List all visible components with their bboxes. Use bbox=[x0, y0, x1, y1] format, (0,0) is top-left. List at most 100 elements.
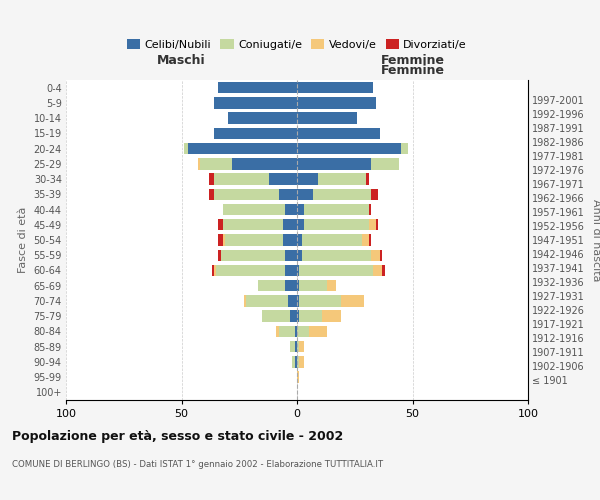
Bar bbox=[223, 219, 283, 230]
Bar bbox=[297, 82, 373, 94]
Bar bbox=[308, 326, 327, 337]
Bar bbox=[297, 174, 318, 185]
Bar bbox=[214, 188, 278, 200]
Bar bbox=[297, 280, 299, 291]
Bar bbox=[262, 310, 290, 322]
Bar bbox=[214, 174, 269, 185]
Bar bbox=[368, 234, 371, 246]
Bar bbox=[297, 341, 299, 352]
Bar bbox=[371, 158, 398, 170]
Bar bbox=[297, 234, 302, 246]
Legend: Celibi/Nubili, Coniugati/e, Vedovi/e, Divorziati/e: Celibi/Nubili, Coniugati/e, Vedovi/e, Di… bbox=[122, 34, 472, 54]
Bar bbox=[246, 295, 288, 306]
Bar bbox=[209, 174, 214, 185]
Bar bbox=[188, 143, 297, 154]
Bar bbox=[322, 310, 341, 322]
Bar bbox=[401, 143, 408, 154]
Text: Maschi: Maschi bbox=[157, 54, 206, 67]
Bar bbox=[200, 158, 232, 170]
Bar bbox=[212, 265, 214, 276]
Bar bbox=[184, 143, 188, 154]
Bar bbox=[299, 280, 327, 291]
Bar bbox=[290, 310, 297, 322]
Bar bbox=[295, 341, 297, 352]
Bar bbox=[297, 158, 371, 170]
Bar bbox=[297, 219, 304, 230]
Bar bbox=[304, 204, 368, 215]
Bar bbox=[297, 310, 299, 322]
Bar bbox=[258, 280, 286, 291]
Bar bbox=[209, 188, 214, 200]
Bar bbox=[297, 143, 401, 154]
Bar bbox=[197, 158, 200, 170]
Bar bbox=[223, 204, 286, 215]
Bar bbox=[302, 250, 371, 261]
Bar bbox=[299, 310, 322, 322]
Bar bbox=[299, 265, 373, 276]
Bar bbox=[376, 219, 378, 230]
Bar bbox=[371, 250, 380, 261]
Bar bbox=[218, 234, 223, 246]
Bar bbox=[232, 158, 297, 170]
Y-axis label: Anni di nascita: Anni di nascita bbox=[590, 198, 600, 281]
Bar bbox=[297, 97, 376, 108]
Bar bbox=[226, 234, 283, 246]
Bar bbox=[313, 188, 371, 200]
Bar bbox=[297, 204, 304, 215]
Bar bbox=[297, 250, 302, 261]
Bar bbox=[362, 234, 368, 246]
Bar bbox=[366, 174, 368, 185]
Bar bbox=[286, 250, 297, 261]
Bar bbox=[276, 326, 278, 337]
Bar bbox=[368, 219, 376, 230]
Bar bbox=[283, 234, 297, 246]
Bar bbox=[214, 97, 297, 108]
Bar bbox=[286, 204, 297, 215]
Bar bbox=[288, 295, 297, 306]
Bar bbox=[297, 112, 357, 124]
Bar bbox=[286, 280, 297, 291]
Bar bbox=[214, 265, 216, 276]
Text: Femmine: Femmine bbox=[380, 54, 445, 67]
Bar bbox=[297, 356, 299, 368]
Bar bbox=[299, 295, 341, 306]
Bar bbox=[218, 219, 223, 230]
Bar bbox=[221, 250, 286, 261]
Y-axis label: Fasce di età: Fasce di età bbox=[18, 207, 28, 273]
Bar bbox=[380, 250, 382, 261]
Bar bbox=[299, 356, 304, 368]
Bar bbox=[216, 265, 286, 276]
Bar bbox=[278, 188, 297, 200]
Bar bbox=[302, 234, 362, 246]
Bar bbox=[297, 188, 313, 200]
Bar bbox=[283, 219, 297, 230]
Bar bbox=[297, 326, 308, 337]
Bar bbox=[318, 174, 366, 185]
Bar bbox=[304, 219, 368, 230]
Bar bbox=[214, 128, 297, 139]
Bar bbox=[286, 265, 297, 276]
Bar bbox=[297, 128, 380, 139]
Bar bbox=[218, 250, 221, 261]
Bar bbox=[371, 188, 378, 200]
Bar bbox=[290, 341, 295, 352]
Bar bbox=[368, 204, 371, 215]
Bar bbox=[244, 295, 246, 306]
Bar bbox=[297, 265, 299, 276]
Text: Popolazione per età, sesso e stato civile - 2002: Popolazione per età, sesso e stato civil… bbox=[12, 430, 343, 443]
Bar bbox=[341, 295, 364, 306]
Bar bbox=[295, 326, 297, 337]
Bar bbox=[382, 265, 385, 276]
Bar bbox=[327, 280, 336, 291]
Bar bbox=[218, 82, 297, 94]
Bar bbox=[297, 295, 299, 306]
Bar bbox=[299, 341, 304, 352]
Bar bbox=[269, 174, 297, 185]
Bar bbox=[295, 356, 297, 368]
Bar bbox=[223, 234, 226, 246]
Text: COMUNE DI BERLINGO (BS) - Dati ISTAT 1° gennaio 2002 - Elaborazione TUTTITALIA.I: COMUNE DI BERLINGO (BS) - Dati ISTAT 1° … bbox=[12, 460, 383, 469]
Bar bbox=[228, 112, 297, 124]
Text: Femmine: Femmine bbox=[380, 64, 445, 77]
Bar bbox=[292, 356, 295, 368]
Bar bbox=[373, 265, 382, 276]
